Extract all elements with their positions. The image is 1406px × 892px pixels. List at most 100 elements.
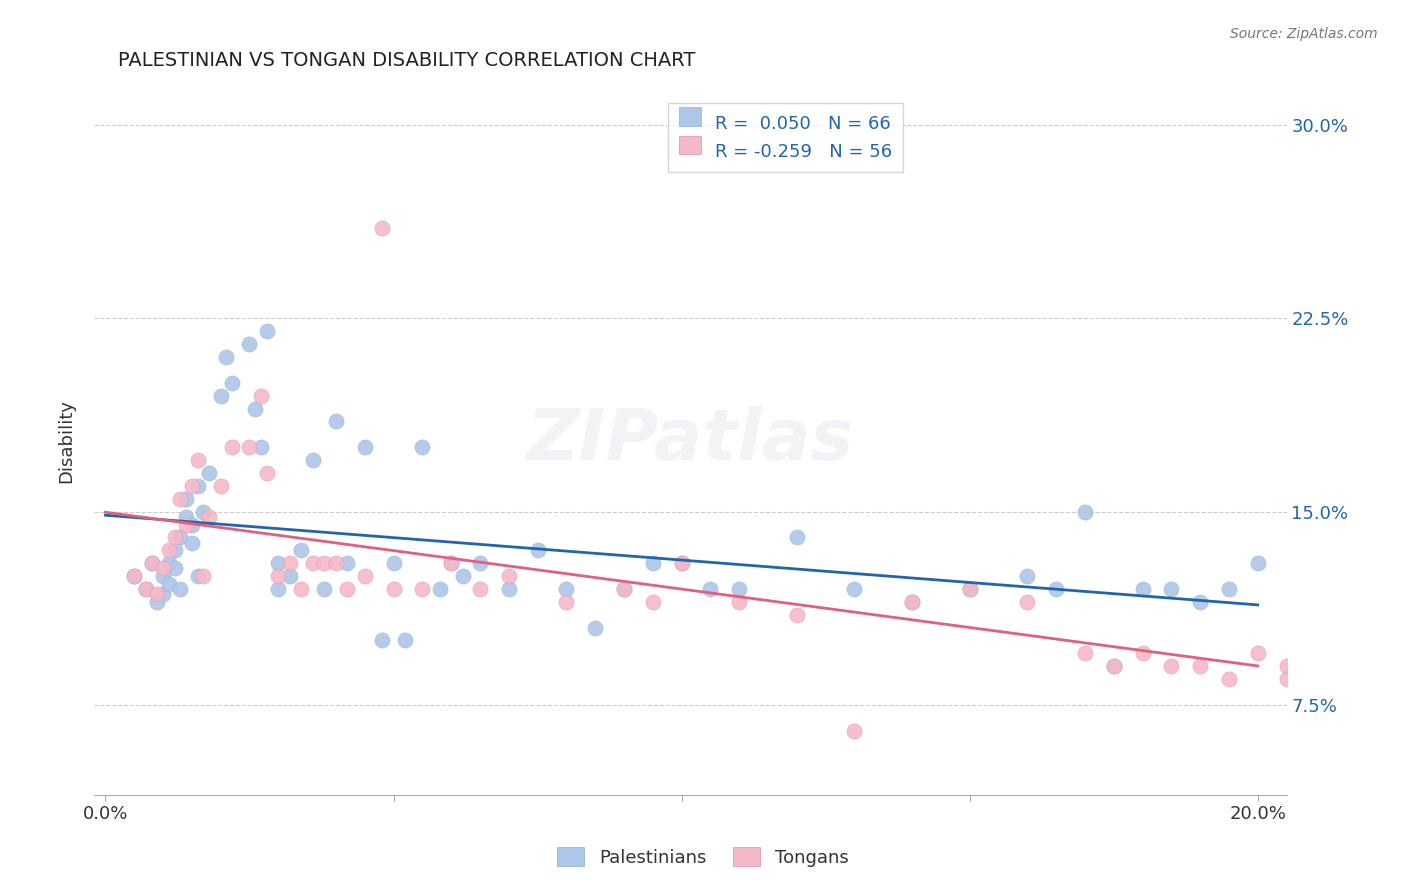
Point — [1017, 595, 1039, 609]
Point — [641, 556, 664, 570]
Point — [256, 466, 278, 480]
Point — [157, 576, 180, 591]
Point — [353, 440, 375, 454]
Point — [1132, 582, 1154, 596]
Y-axis label: Disability: Disability — [58, 399, 75, 483]
Point — [411, 582, 433, 596]
Point — [141, 556, 163, 570]
Point — [1247, 646, 1270, 660]
Point — [901, 595, 924, 609]
Point — [193, 569, 215, 583]
Point — [1305, 672, 1327, 686]
Point — [1350, 672, 1372, 686]
Point — [671, 556, 693, 570]
Point — [169, 530, 191, 544]
Point — [180, 517, 202, 532]
Point — [152, 561, 174, 575]
Point — [209, 389, 232, 403]
Point — [152, 569, 174, 583]
Point — [163, 543, 186, 558]
Point — [187, 453, 209, 467]
Point — [613, 582, 636, 596]
Point — [1333, 646, 1355, 660]
Point — [959, 582, 981, 596]
Point — [152, 587, 174, 601]
Point — [671, 556, 693, 570]
Point — [1074, 505, 1097, 519]
Point — [1189, 659, 1212, 673]
Point — [146, 587, 169, 601]
Point — [174, 509, 197, 524]
Point — [1132, 646, 1154, 660]
Point — [1160, 659, 1182, 673]
Text: ZIPatlas: ZIPatlas — [527, 406, 853, 475]
Point — [215, 350, 238, 364]
Point — [411, 440, 433, 454]
Point — [468, 556, 491, 570]
Point — [1391, 646, 1406, 660]
Point — [1017, 569, 1039, 583]
Point — [786, 530, 808, 544]
Point — [198, 509, 221, 524]
Point — [122, 569, 145, 583]
Point — [256, 324, 278, 338]
Point — [440, 556, 463, 570]
Point — [325, 556, 347, 570]
Point — [1102, 659, 1125, 673]
Point — [267, 556, 290, 570]
Point — [498, 569, 520, 583]
Point — [1102, 659, 1125, 673]
Point — [1189, 595, 1212, 609]
Point — [187, 569, 209, 583]
Point — [135, 582, 157, 596]
Point — [314, 582, 336, 596]
Point — [336, 556, 359, 570]
Text: PALESTINIAN VS TONGAN DISABILITY CORRELATION CHART: PALESTINIAN VS TONGAN DISABILITY CORRELA… — [118, 51, 695, 70]
Point — [187, 479, 209, 493]
Point — [180, 479, 202, 493]
Point — [221, 376, 243, 390]
Point — [174, 517, 197, 532]
Point — [498, 582, 520, 596]
Point — [209, 479, 232, 493]
Point — [901, 595, 924, 609]
Point — [728, 582, 751, 596]
Point — [353, 569, 375, 583]
Point — [141, 556, 163, 570]
Point — [267, 582, 290, 596]
Point — [1074, 646, 1097, 660]
Point — [699, 582, 721, 596]
Point — [302, 556, 325, 570]
Point — [371, 633, 394, 648]
Point — [278, 556, 301, 570]
Point — [786, 607, 808, 622]
Point — [440, 556, 463, 570]
Point — [122, 569, 145, 583]
Point — [278, 569, 301, 583]
Point — [290, 543, 312, 558]
Point — [250, 440, 273, 454]
Point — [371, 221, 394, 235]
Point — [468, 582, 491, 596]
Point — [1362, 685, 1385, 699]
Point — [157, 543, 180, 558]
Point — [169, 491, 191, 506]
Point — [238, 337, 260, 351]
Point — [163, 530, 186, 544]
Point — [157, 556, 180, 570]
Point — [163, 561, 186, 575]
Point — [555, 582, 578, 596]
Point — [382, 556, 405, 570]
Legend: R =  0.050   N = 66, R = -0.259   N = 56: R = 0.050 N = 66, R = -0.259 N = 56 — [668, 103, 903, 172]
Point — [135, 582, 157, 596]
Point — [267, 569, 290, 583]
Point — [641, 595, 664, 609]
Point — [1045, 582, 1067, 596]
Point — [180, 535, 202, 549]
Text: Source: ZipAtlas.com: Source: ZipAtlas.com — [1230, 27, 1378, 41]
Point — [245, 401, 267, 416]
Point — [174, 491, 197, 506]
Point — [336, 582, 359, 596]
Point — [146, 595, 169, 609]
Point — [193, 505, 215, 519]
